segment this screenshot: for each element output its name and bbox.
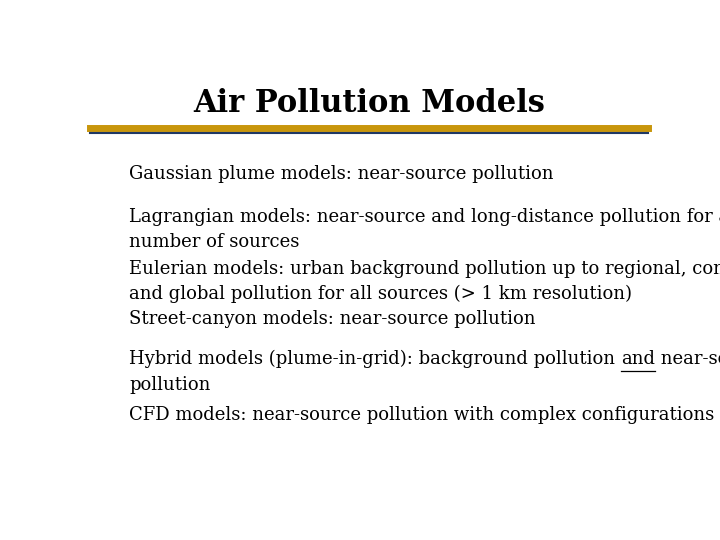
Text: Lagrangian models: near-source and long-distance pollution for a limited
number : Lagrangian models: near-source and long-… (129, 208, 720, 251)
Text: pollution: pollution (129, 376, 210, 394)
Text: Hybrid models (plume-in-grid): background pollution: Hybrid models (plume-in-grid): backgroun… (129, 349, 621, 368)
Text: Street-canyon models: near-source pollution: Street-canyon models: near-source pollut… (129, 310, 536, 328)
Text: Gaussian plume models: near-source pollution: Gaussian plume models: near-source pollu… (129, 165, 554, 183)
Text: Air Pollution Models: Air Pollution Models (193, 87, 545, 119)
Text: Eulerian models: urban background pollution up to regional, continental
and glob: Eulerian models: urban background pollut… (129, 260, 720, 303)
Text: and: and (621, 349, 654, 368)
Text: CFD models: near-source pollution with complex configurations: CFD models: near-source pollution with c… (129, 406, 714, 424)
Text: near-source: near-source (654, 349, 720, 368)
